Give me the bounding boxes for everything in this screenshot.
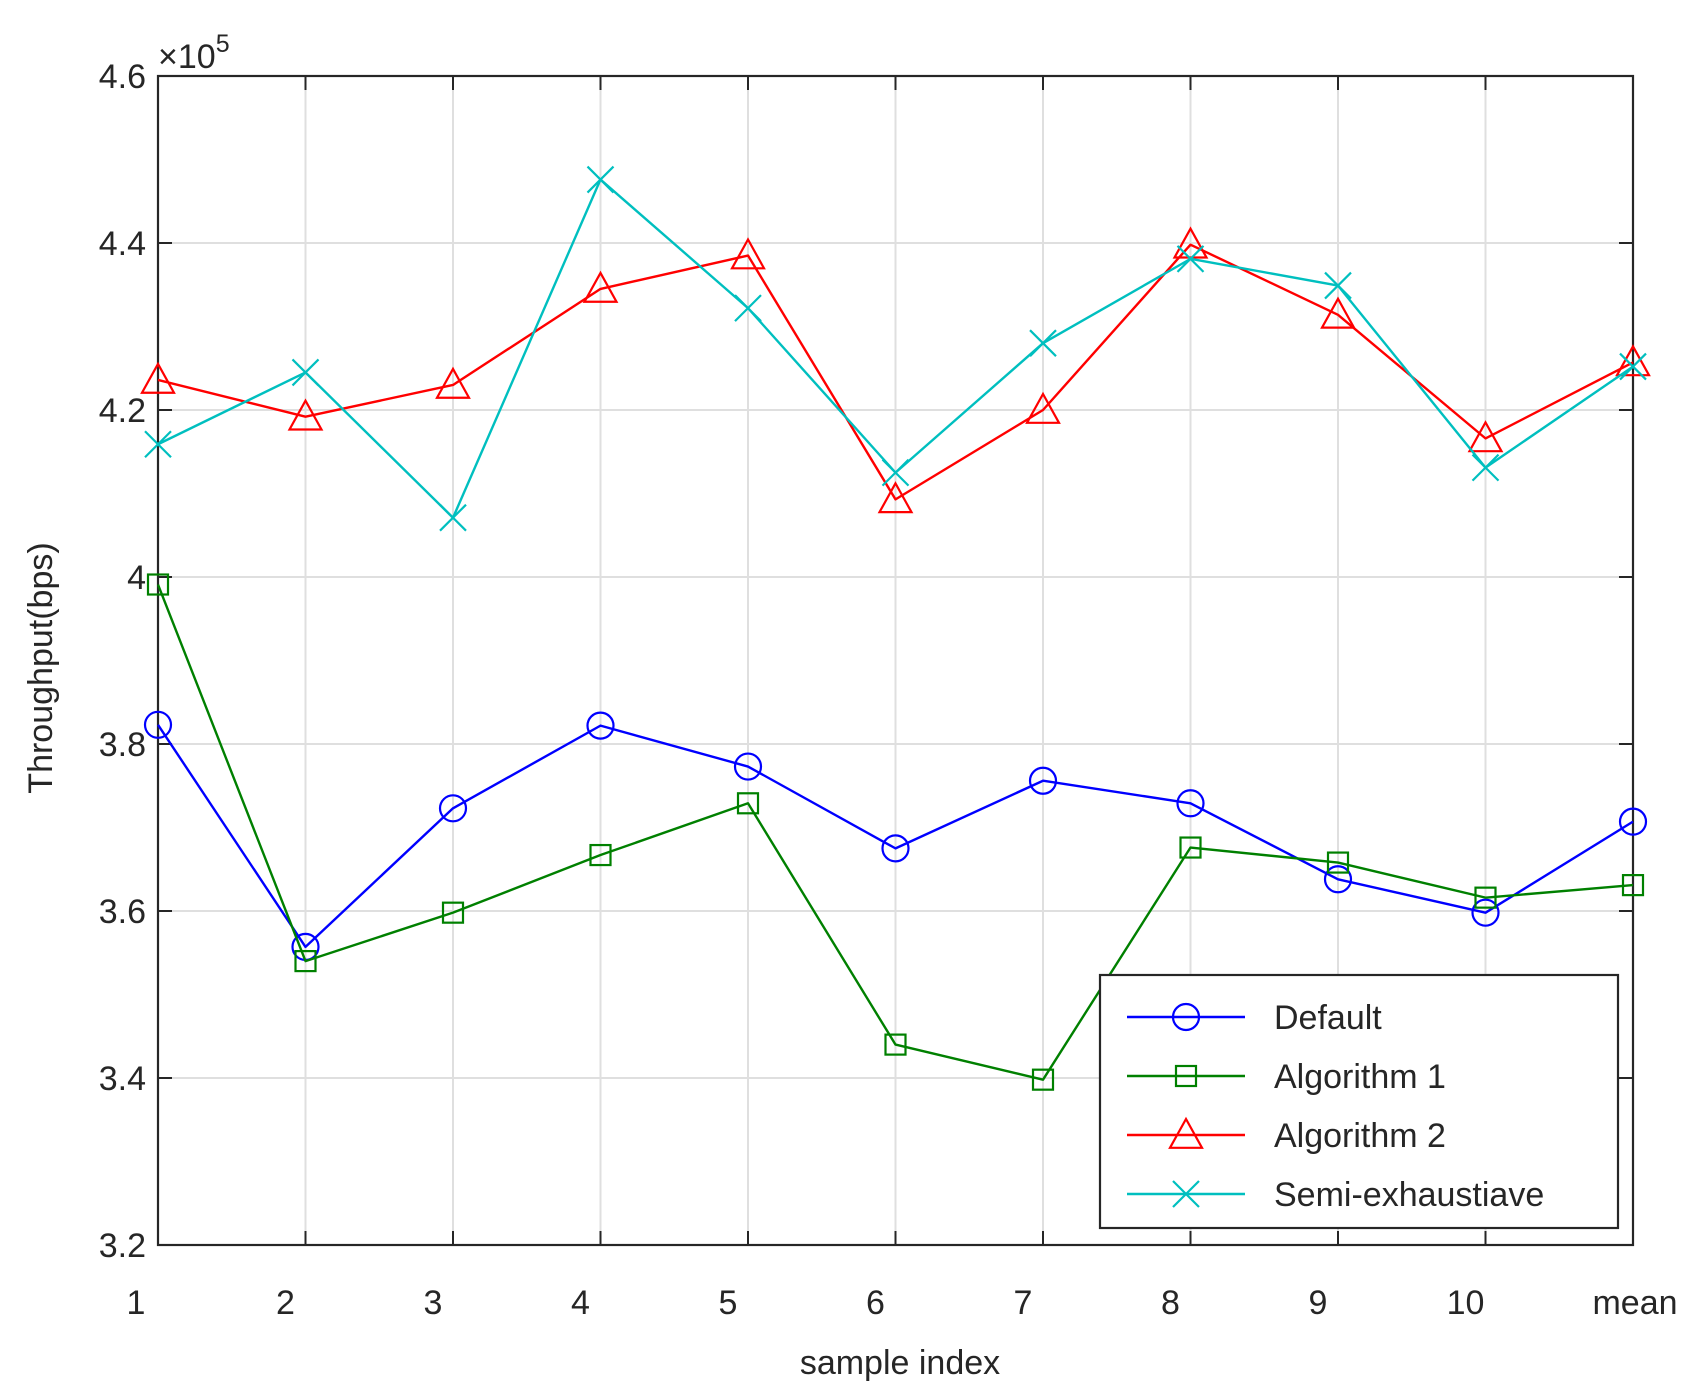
- data-point-triangle: [287, 398, 324, 431]
- data-point-square: [1031, 1068, 1055, 1091]
- data-point-x: [1619, 352, 1647, 381]
- legend-entry: Default: [1127, 999, 1382, 1037]
- legend-marker: [1171, 1002, 1201, 1032]
- data-point-x: [1471, 453, 1500, 482]
- data-point-x: [881, 458, 910, 487]
- data-point-triangle: [730, 237, 766, 270]
- legend-entry: Semi-exhaustiave: [1127, 1176, 1544, 1214]
- data-point-triangle: [1467, 420, 1504, 453]
- legend-label: Algorithm 2: [1274, 1117, 1446, 1155]
- labels-layer: ×105 sample index Throughput(bps): [22, 30, 1000, 1382]
- legend: Default Algorithm 1 Algorithm 2 Semi-exhaus…: [1098, 973, 1620, 1230]
- data-point-triangle: [877, 481, 914, 514]
- data-point-square: [1621, 874, 1645, 897]
- x-tick-label: 8: [1161, 1284, 1180, 1322]
- x-tick-label: 9: [1309, 1284, 1328, 1322]
- y-tick-label: 3.8: [99, 726, 146, 764]
- data-point-x: [291, 358, 320, 387]
- data-point-x: [1176, 245, 1205, 273]
- data-point-square: [146, 573, 170, 596]
- y-tick-label: 4.4: [99, 225, 146, 263]
- x-tick-label: 1: [127, 1284, 146, 1322]
- y-axis-label: Throughput(bps): [22, 542, 60, 793]
- series-algorithm-1: [146, 573, 1645, 1091]
- x-tick-label: 2: [276, 1284, 295, 1322]
- data-point-x: [144, 430, 172, 459]
- legend-label: Default: [1274, 999, 1382, 1037]
- data-point-triangle: [1025, 391, 1061, 424]
- x-tick-label: 3: [424, 1284, 443, 1322]
- series-layer: [140, 165, 1651, 1091]
- legend-marker: [1168, 1116, 1204, 1149]
- data-point-square: [1474, 886, 1497, 909]
- data-point-circle: [1176, 789, 1205, 818]
- y-tick-label: 3.6: [99, 893, 146, 931]
- data-point-square: [589, 843, 612, 867]
- data-point-circle: [733, 752, 763, 781]
- legend-label: Semi-exhaustiave: [1274, 1176, 1544, 1214]
- data-point-square: [1326, 851, 1350, 874]
- x-tick-label: mean: [1592, 1284, 1677, 1322]
- data-point-x: [1324, 271, 1352, 300]
- x-tick-label: 6: [866, 1284, 885, 1322]
- series-semi-exhaustiave: [144, 165, 1647, 532]
- data-point-circle: [586, 711, 615, 740]
- x-tick-label: 10: [1447, 1284, 1485, 1322]
- legend-marker: [1172, 1180, 1200, 1208]
- series-line: [157, 724, 1634, 949]
- data-point-square: [294, 949, 317, 973]
- legend-marker: [1174, 1064, 1198, 1088]
- data-point-circle: [1323, 865, 1353, 894]
- data-point-triangle: [1615, 344, 1651, 377]
- data-point-circle: [438, 794, 468, 823]
- data-point-triangle: [582, 270, 619, 303]
- y-axis-exponent-label: ×105: [158, 30, 230, 76]
- legend-entry: Algorithm 1: [1127, 1058, 1446, 1096]
- x-tick-label: 5: [719, 1284, 738, 1322]
- data-point-x: [1029, 329, 1057, 357]
- data-point-x: [734, 294, 762, 322]
- data-point-circle: [1028, 766, 1058, 795]
- data-point-circle: [1618, 807, 1648, 836]
- series-line: [156, 584, 1634, 1081]
- legend-entry: Algorithm 2: [1127, 1116, 1446, 1155]
- data-point-square: [736, 792, 760, 815]
- data-point-triangle: [435, 366, 471, 399]
- y-tick-label: 3.4: [99, 1060, 146, 1098]
- data-point-triangle: [140, 361, 176, 394]
- data-point-square: [441, 901, 465, 924]
- x-tick-label: 7: [1014, 1284, 1033, 1322]
- x-axis-label: sample index: [800, 1344, 1000, 1382]
- legend-label: Algorithm 1: [1274, 1058, 1446, 1096]
- data-point-circle: [143, 710, 173, 739]
- data-point-triangle: [1320, 296, 1356, 329]
- data-point-square: [884, 1033, 907, 1056]
- y-tick-label: 3.2: [99, 1227, 146, 1265]
- data-point-x: [439, 503, 467, 532]
- axes-layer: 1 2 3 4 5 6 7 8 9 10 mean 3.2 3.4 3.6 3.8 4 4.2 4.4 4.6: [99, 58, 1678, 1322]
- series-line: [157, 243, 1634, 501]
- y-tick-label: 4.6: [99, 58, 146, 96]
- data-point-x: [586, 165, 615, 194]
- y-tick-label: 4: [127, 559, 146, 597]
- data-point-circle: [1471, 898, 1500, 927]
- data-point-circle: [881, 834, 910, 863]
- data-point-square: [1179, 836, 1202, 859]
- x-tick-label: 4: [571, 1284, 590, 1322]
- y-tick-label: 4.2: [99, 392, 146, 430]
